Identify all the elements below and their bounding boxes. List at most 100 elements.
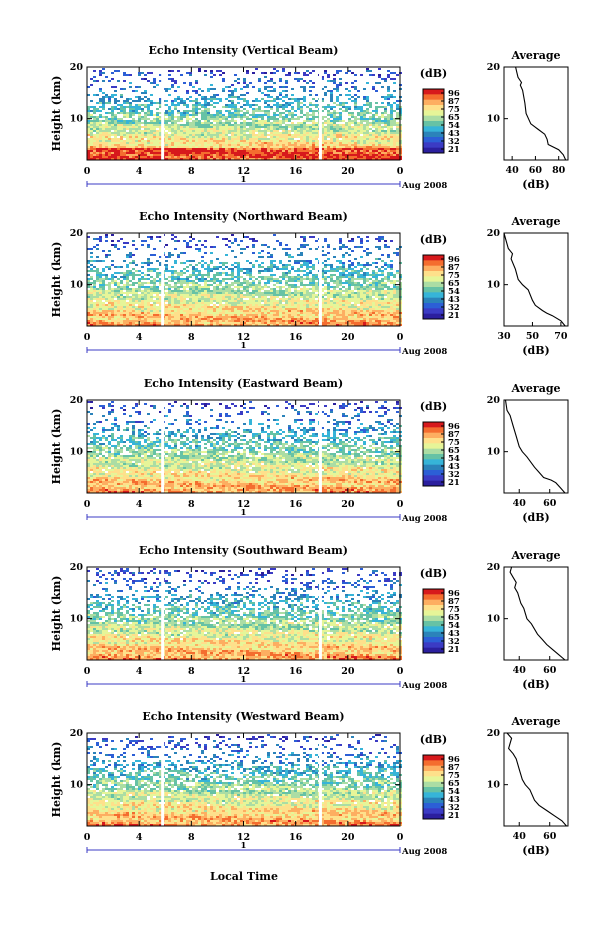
echo-cell <box>177 310 180 312</box>
echo-cell <box>168 108 171 110</box>
echo-cell <box>285 128 288 130</box>
echo-cell <box>177 118 180 120</box>
echo-cell <box>213 316 216 318</box>
echo-cell <box>165 300 168 302</box>
echo-cell <box>93 140 96 142</box>
echo-cell <box>87 298 90 300</box>
echo-cell <box>117 148 120 150</box>
echo-cell <box>369 70 372 72</box>
echo-cell <box>288 138 291 140</box>
echo-cell <box>279 316 282 318</box>
echo-cell <box>381 112 384 114</box>
echo-cell <box>159 292 162 294</box>
echo-cell <box>192 316 195 318</box>
echo-cell <box>93 122 96 124</box>
echo-cell <box>249 142 252 144</box>
echo-cell <box>330 312 333 314</box>
echo-cell <box>282 314 285 316</box>
echo-cell <box>246 318 249 320</box>
echo-cell <box>342 304 345 306</box>
echo-cell <box>231 314 234 316</box>
echo-cell <box>138 96 141 98</box>
echo-cell <box>366 118 369 120</box>
echo-cell <box>243 304 246 306</box>
echo-cell <box>252 120 255 122</box>
echo-cell <box>159 142 162 144</box>
echo-cell <box>381 114 384 116</box>
echo-cell <box>261 312 264 314</box>
echo-cell <box>294 290 297 292</box>
echo-cell <box>117 142 120 144</box>
echo-cell <box>102 148 105 150</box>
echo-cell <box>102 130 105 132</box>
echo-cell <box>123 134 126 136</box>
echo-cell <box>222 296 225 298</box>
echo-cell <box>297 300 300 302</box>
echo-cell <box>249 304 252 306</box>
echo-cell <box>279 128 282 130</box>
echo-cell <box>207 138 210 140</box>
echo-cell <box>186 132 189 134</box>
echo-cell <box>204 322 207 324</box>
echo-cell <box>282 86 285 88</box>
echo-cell <box>345 314 348 316</box>
echo-cell <box>321 158 324 160</box>
echo-cell <box>171 80 174 82</box>
echo-cell <box>258 324 261 326</box>
echo-cell <box>216 302 219 304</box>
echo-cell <box>120 104 123 106</box>
echo-cell <box>288 146 291 148</box>
echo-cell <box>372 74 375 76</box>
echo-cell <box>126 306 129 308</box>
profile-x-tick-label: 40 <box>506 165 520 176</box>
echo-cell <box>300 136 303 138</box>
echo-cell <box>273 156 276 158</box>
echo-cell <box>300 98 303 100</box>
echo-cell <box>156 292 159 294</box>
echo-cell <box>351 298 354 300</box>
echo-cell <box>279 142 282 144</box>
echo-cell <box>171 100 174 102</box>
echo-cell <box>252 134 255 136</box>
echo-cell <box>381 144 384 146</box>
echo-cell <box>390 154 393 156</box>
echo-cell <box>114 122 117 124</box>
echo-cell <box>321 150 324 152</box>
echo-cell <box>315 116 318 118</box>
echo-cell <box>309 102 312 104</box>
echo-cell <box>234 112 237 114</box>
echo-cell <box>105 316 108 318</box>
echo-cell <box>192 318 195 320</box>
echo-cell <box>279 138 282 140</box>
echo-cell <box>213 300 216 302</box>
colorbar-segment <box>423 126 444 133</box>
echo-cell <box>237 108 240 110</box>
echo-cell <box>378 306 381 308</box>
echo-cell <box>327 296 330 298</box>
echo-cell <box>309 132 312 134</box>
echo-cell <box>351 156 354 158</box>
echo-cell <box>354 120 357 122</box>
echo-cell <box>99 140 102 142</box>
echo-cell <box>186 316 189 318</box>
echo-cell <box>246 142 249 144</box>
echo-cell <box>315 302 318 304</box>
echo-cell <box>99 324 102 326</box>
echo-cell <box>357 290 360 292</box>
echo-cell <box>126 158 129 160</box>
echo-cell <box>141 314 144 316</box>
echo-cell <box>183 316 186 318</box>
echo-cell <box>186 294 189 296</box>
echo-cell <box>363 126 366 128</box>
echo-cell <box>288 300 291 302</box>
echo-cell <box>159 124 162 126</box>
echo-cell <box>213 304 216 306</box>
echo-cell <box>366 318 369 320</box>
echo-cell <box>282 308 285 310</box>
echo-cell <box>270 292 273 294</box>
echo-cell <box>195 290 198 292</box>
echo-cell <box>294 316 297 318</box>
echo-cell <box>390 108 393 110</box>
echo-cell <box>351 320 354 322</box>
echo-cell <box>387 74 390 76</box>
